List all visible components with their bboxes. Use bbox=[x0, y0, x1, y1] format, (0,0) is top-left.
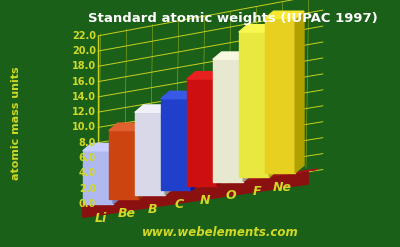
Polygon shape bbox=[83, 151, 113, 204]
Polygon shape bbox=[187, 72, 226, 79]
Text: 6.0: 6.0 bbox=[79, 153, 96, 163]
Polygon shape bbox=[187, 79, 217, 186]
Text: 20.0: 20.0 bbox=[72, 46, 96, 56]
Polygon shape bbox=[239, 25, 278, 32]
Text: 14.0: 14.0 bbox=[72, 92, 96, 102]
Text: C: C bbox=[174, 198, 183, 211]
Polygon shape bbox=[265, 19, 295, 173]
Text: 16.0: 16.0 bbox=[72, 77, 96, 87]
Text: atomic mass units: atomic mass units bbox=[11, 67, 21, 180]
Polygon shape bbox=[83, 170, 308, 217]
Text: N: N bbox=[199, 194, 210, 207]
Text: 4.0: 4.0 bbox=[79, 168, 96, 178]
Polygon shape bbox=[265, 11, 304, 19]
Text: F: F bbox=[252, 185, 261, 198]
Text: 8.0: 8.0 bbox=[79, 138, 96, 148]
Polygon shape bbox=[161, 99, 191, 190]
Polygon shape bbox=[109, 130, 139, 199]
Polygon shape bbox=[135, 112, 165, 195]
Polygon shape bbox=[213, 59, 243, 182]
Text: 12.0: 12.0 bbox=[72, 107, 96, 117]
Polygon shape bbox=[83, 169, 317, 204]
Text: Be: Be bbox=[118, 207, 136, 220]
Polygon shape bbox=[83, 143, 122, 151]
Polygon shape bbox=[109, 123, 148, 130]
Polygon shape bbox=[113, 143, 122, 204]
Polygon shape bbox=[217, 72, 226, 186]
Polygon shape bbox=[191, 91, 200, 190]
Text: Standard atomic weights (IUPAC 1997): Standard atomic weights (IUPAC 1997) bbox=[88, 12, 378, 25]
Polygon shape bbox=[269, 25, 278, 177]
Text: B: B bbox=[148, 203, 157, 216]
Text: 18.0: 18.0 bbox=[72, 61, 96, 71]
Text: 10.0: 10.0 bbox=[72, 123, 96, 132]
Polygon shape bbox=[295, 11, 304, 173]
Polygon shape bbox=[161, 91, 200, 99]
Polygon shape bbox=[135, 105, 174, 112]
Polygon shape bbox=[165, 105, 174, 195]
Text: 22.0: 22.0 bbox=[72, 31, 96, 41]
Text: 2.0: 2.0 bbox=[79, 184, 96, 193]
Polygon shape bbox=[243, 52, 252, 182]
Text: 0.0: 0.0 bbox=[79, 199, 96, 209]
Text: www.webelements.com: www.webelements.com bbox=[142, 226, 298, 239]
Text: Ne: Ne bbox=[273, 181, 292, 194]
Text: O: O bbox=[225, 189, 236, 203]
Text: Li: Li bbox=[94, 212, 107, 225]
Polygon shape bbox=[239, 32, 269, 177]
Polygon shape bbox=[139, 123, 148, 199]
Polygon shape bbox=[213, 52, 252, 59]
